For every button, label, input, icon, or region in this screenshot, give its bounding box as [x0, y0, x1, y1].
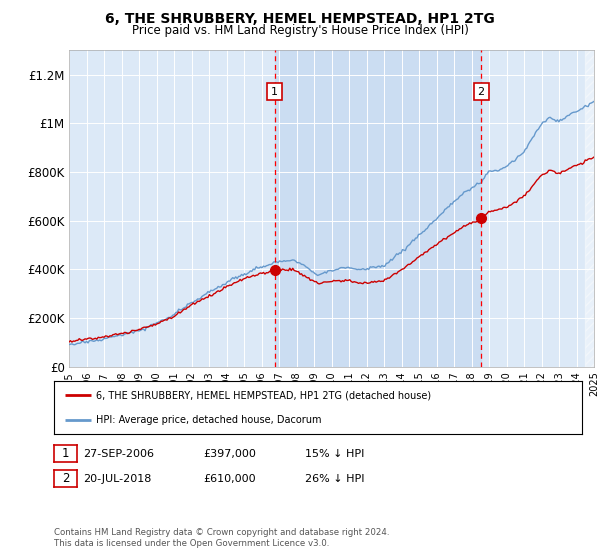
Text: 1: 1	[271, 87, 278, 96]
Text: Contains HM Land Registry data © Crown copyright and database right 2024.
This d: Contains HM Land Registry data © Crown c…	[54, 528, 389, 548]
Text: 15% ↓ HPI: 15% ↓ HPI	[305, 449, 364, 459]
Text: 6, THE SHRUBBERY, HEMEL HEMPSTEAD, HP1 2TG (detached house): 6, THE SHRUBBERY, HEMEL HEMPSTEAD, HP1 2…	[96, 390, 431, 400]
Text: HPI: Average price, detached house, Dacorum: HPI: Average price, detached house, Daco…	[96, 414, 322, 424]
Text: 2: 2	[478, 87, 485, 96]
Bar	[585, 50, 594, 367]
Text: £610,000: £610,000	[203, 474, 256, 484]
Text: £397,000: £397,000	[203, 449, 256, 459]
Text: 20-JUL-2018: 20-JUL-2018	[83, 474, 151, 484]
Text: 1: 1	[62, 447, 69, 460]
Text: 26% ↓ HPI: 26% ↓ HPI	[305, 474, 364, 484]
Text: 2: 2	[62, 472, 69, 486]
Text: Price paid vs. HM Land Registry's House Price Index (HPI): Price paid vs. HM Land Registry's House …	[131, 24, 469, 37]
Text: 27-SEP-2006: 27-SEP-2006	[83, 449, 154, 459]
Bar	[275, 50, 481, 367]
Text: 6, THE SHRUBBERY, HEMEL HEMPSTEAD, HP1 2TG: 6, THE SHRUBBERY, HEMEL HEMPSTEAD, HP1 2…	[105, 12, 495, 26]
